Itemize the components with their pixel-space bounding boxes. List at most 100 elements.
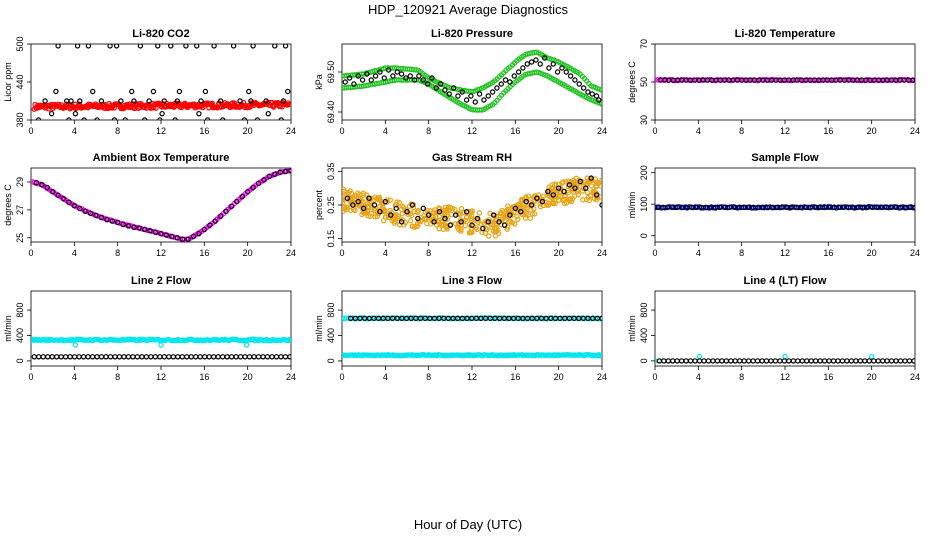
y-tick-label: 0 [15, 358, 25, 363]
data-point [342, 352, 345, 359]
data-point [261, 177, 267, 183]
data-point [174, 98, 180, 104]
data-point [103, 354, 109, 360]
data-point [501, 222, 508, 228]
series-line-2-samples [31, 336, 291, 344]
x-tick-label: 0 [28, 372, 33, 382]
data-point [202, 88, 209, 95]
x-tick-label: 24 [597, 372, 607, 382]
data-point [826, 358, 832, 364]
data-point [409, 202, 416, 208]
data-point [595, 181, 601, 187]
y-tick-label: 69.50 [326, 61, 336, 84]
series-sample-flow-averages [655, 204, 915, 211]
x-tick-label: 16 [199, 126, 209, 136]
data-point [76, 354, 82, 360]
data-point [413, 223, 420, 230]
data-point [155, 44, 161, 49]
figure-xlabel: Hour of Day (UTC) [413, 517, 523, 532]
data-point [732, 358, 738, 364]
data-point [31, 337, 34, 343]
x-tick-label: 4 [72, 248, 77, 258]
data-point [188, 354, 194, 360]
y-tick-label: 0.15 [326, 230, 336, 248]
chart-title: Li-820 Pressure [431, 28, 513, 40]
data-point [485, 219, 491, 225]
x-tick-label: 4 [383, 126, 388, 136]
data-point [152, 354, 159, 360]
data-point [385, 67, 392, 73]
x-tick-label: 8 [115, 372, 120, 382]
x-tick-label: 16 [823, 126, 833, 136]
data-point [161, 98, 167, 104]
data-point [407, 218, 414, 224]
data-point [264, 354, 271, 360]
chart-panel-6: Sample Flow 0 4 8 12 16 20 24 0 100 200 ml/min [627, 152, 920, 258]
x-tick-label: 16 [510, 126, 520, 136]
data-point [359, 77, 366, 83]
y-axis-label: degrees C [627, 61, 637, 103]
x-tick-label: 0 [339, 126, 344, 136]
data-point [498, 81, 504, 87]
data-point [147, 228, 153, 234]
data-point [456, 227, 462, 233]
data-point [493, 222, 499, 228]
data-point [175, 354, 181, 360]
data-point [539, 198, 546, 205]
data-point [396, 199, 403, 206]
x-tick-label: 20 [867, 248, 877, 258]
data-point [562, 193, 568, 200]
data-point [393, 205, 399, 212]
data-point [72, 342, 79, 348]
data-point [584, 189, 590, 196]
data-point [198, 98, 204, 104]
data-point [563, 69, 569, 75]
data-point [382, 198, 389, 205]
data-point [782, 353, 788, 360]
data-point [599, 87, 602, 93]
x-tick-label: 0 [652, 126, 657, 136]
data-point [396, 218, 402, 224]
data-point [518, 209, 524, 215]
data-point [529, 211, 536, 217]
data-point [60, 196, 67, 202]
x-tick-label: 16 [510, 248, 520, 258]
data-point [476, 91, 483, 97]
data-point [512, 205, 519, 212]
data-point [599, 315, 602, 322]
data-point [266, 173, 273, 180]
data-point [424, 220, 430, 227]
data-point [193, 354, 199, 360]
x-tick-label: 24 [597, 248, 607, 258]
data-point [515, 69, 522, 75]
data-point [282, 168, 289, 175]
data-point [248, 98, 254, 104]
data-point [498, 209, 504, 216]
data-point [741, 358, 747, 364]
data-point [588, 175, 594, 181]
data-point [368, 77, 374, 83]
data-point [458, 219, 464, 225]
series-rh-samples [342, 175, 602, 239]
data-point [157, 354, 163, 360]
data-point [416, 73, 422, 79]
data-point [585, 89, 591, 95]
data-point [49, 189, 56, 195]
data-point [444, 216, 451, 222]
data-point [169, 233, 175, 240]
data-point [404, 209, 410, 215]
data-point [848, 358, 855, 364]
data-point [158, 342, 164, 348]
data-point [844, 358, 850, 364]
data-point [224, 354, 230, 360]
y-axis-label: ml/min [3, 315, 13, 342]
data-point [759, 358, 765, 364]
data-point [656, 358, 663, 364]
data-marks [31, 44, 291, 120]
y-tick-label: 440 [15, 74, 25, 89]
data-point [399, 203, 405, 209]
data-point [599, 352, 602, 358]
x-tick-label: 0 [28, 248, 33, 258]
x-tick-label: 0 [652, 248, 657, 258]
data-point [111, 117, 118, 120]
